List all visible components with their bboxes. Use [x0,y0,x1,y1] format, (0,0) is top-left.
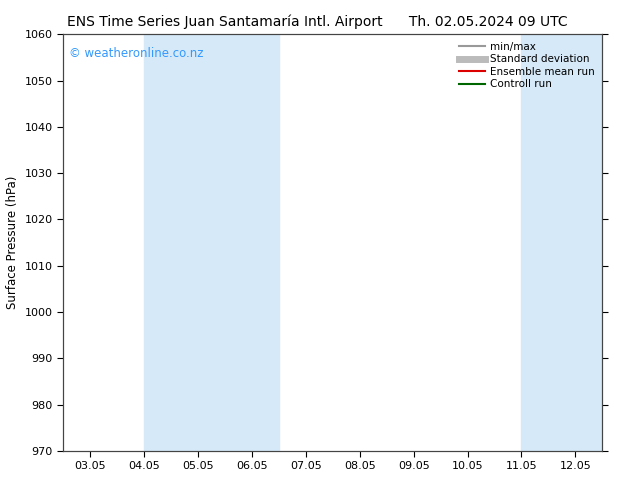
Y-axis label: Surface Pressure (hPa): Surface Pressure (hPa) [6,176,19,309]
Bar [145,34,279,451]
Bar [521,34,602,451]
Text: © weatheronline.co.nz: © weatheronline.co.nz [68,47,204,60]
Legend: min/max, Standard deviation, Ensemble mean run, Controll run: min/max, Standard deviation, Ensemble me… [455,37,599,94]
Text: ENS Time Series Juan Santamaría Intl. Airport      Th. 02.05.2024 09 UTC: ENS Time Series Juan Santamaría Intl. Ai… [67,15,567,29]
